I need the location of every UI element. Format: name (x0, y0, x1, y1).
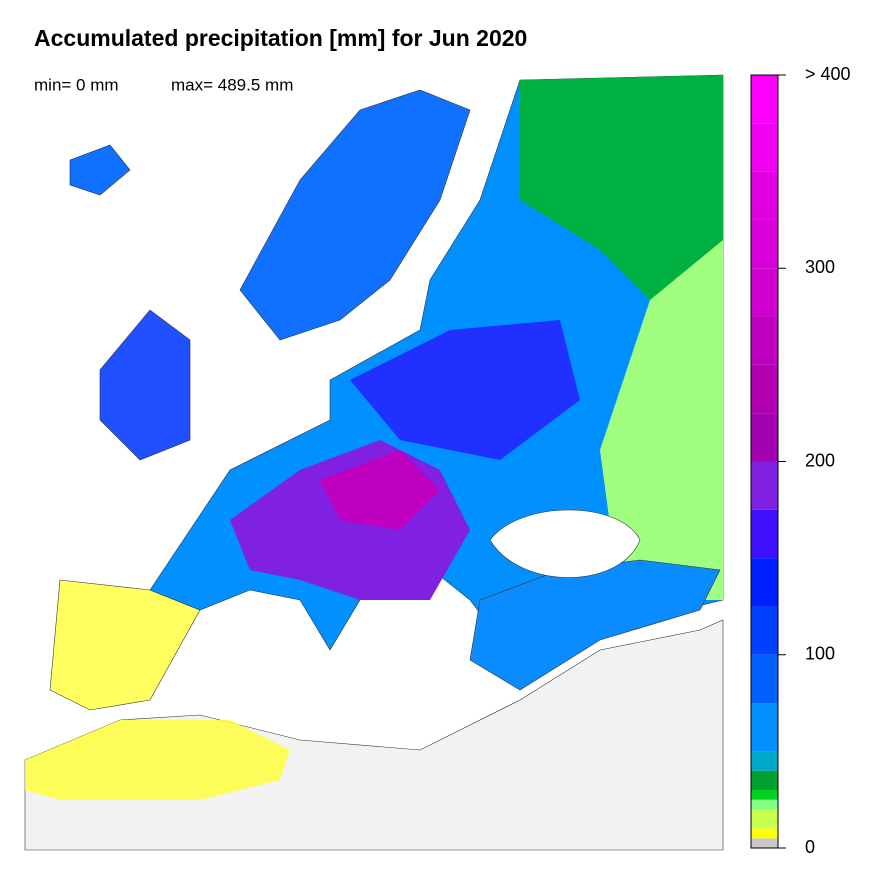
colorbar-tick-label: > 400 (805, 64, 851, 84)
colorbar-band (751, 703, 778, 752)
colorbar-band (751, 654, 778, 704)
colorbar-band (751, 316, 778, 365)
scandinavia (239, 89, 471, 341)
colorbar-tick-label: 300 (805, 257, 835, 277)
britain (99, 309, 191, 461)
colorbar-band (751, 790, 778, 800)
colorbar-band (751, 461, 778, 510)
stats-box (28, 73, 328, 99)
colorbar-band (751, 123, 778, 172)
max-label: max= 489.5 mm (171, 75, 293, 94)
colorbar-band (751, 268, 778, 317)
map (24, 73, 724, 851)
colorbar-band (751, 751, 778, 771)
colorbar-tick-label: 100 (805, 644, 835, 664)
colorbar-band (751, 171, 778, 220)
colorbar-band (751, 828, 778, 839)
colorbar-band (751, 606, 778, 655)
colorbar-band (751, 809, 778, 829)
colorbar-band (751, 219, 778, 269)
colorbar-band (751, 364, 778, 414)
colorbar-band (751, 509, 778, 559)
east-wet (350, 320, 580, 460)
north-russia (520, 75, 723, 300)
colorbar-tick-label: 0 (805, 837, 815, 857)
colorbar-tick-label: 200 (805, 450, 835, 470)
colorbar-band (751, 799, 778, 810)
colorbar-band (751, 558, 778, 607)
iceland (69, 144, 131, 196)
dry-north-africa (25, 720, 290, 800)
colorbar-band (751, 838, 778, 848)
colorbar-band (751, 770, 778, 791)
east-steppe (600, 240, 723, 600)
alps-peak (320, 450, 440, 530)
black-sea (489, 509, 641, 578)
colorbar-band (751, 413, 778, 462)
min-label: min= 0 mm (34, 75, 119, 94)
colorbar-band (751, 75, 778, 124)
title: Accumulated precipitation [mm] for Jun 2… (34, 25, 527, 51)
